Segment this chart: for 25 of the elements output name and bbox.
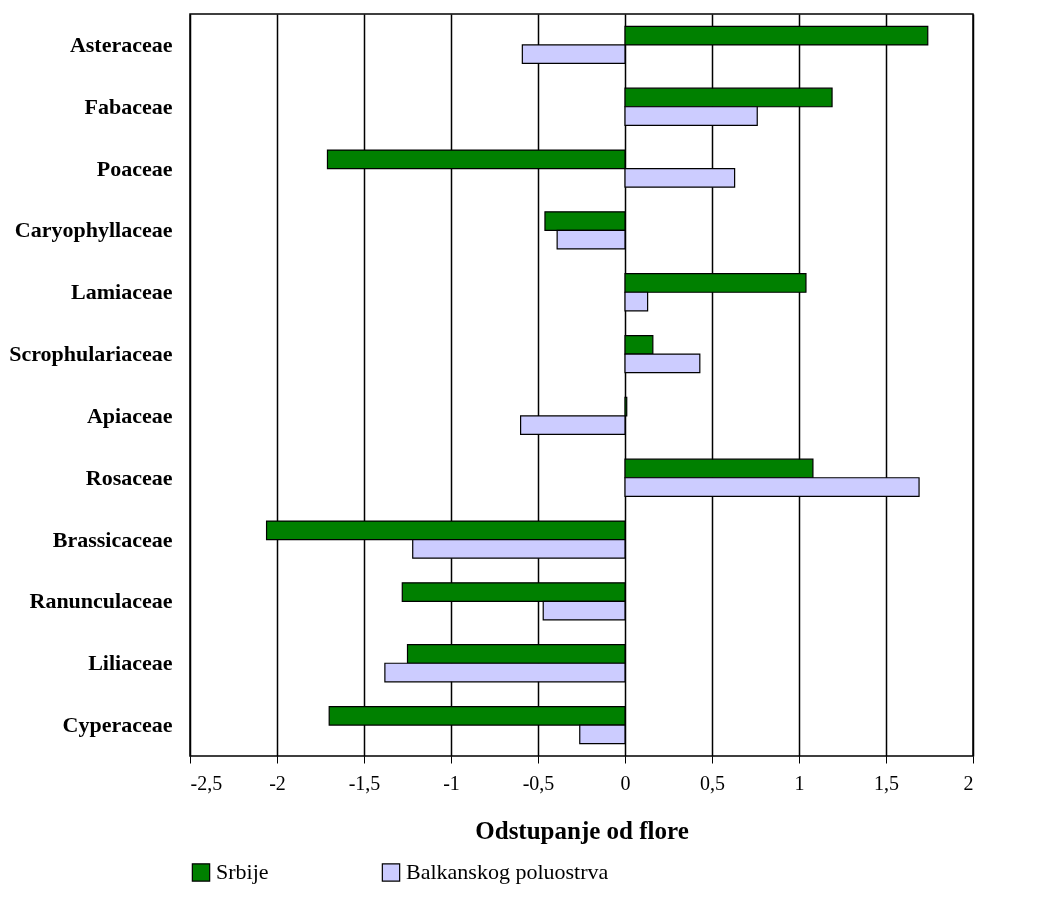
y-tick-label: Lamiaceae xyxy=(71,279,173,305)
x-tick-label: -2,5 xyxy=(190,771,223,794)
y-tick-label: Caryophyllaceae xyxy=(14,217,173,243)
x-axis-title: Odstupanje od flore xyxy=(475,816,689,844)
y-tick-label: Scrophulariaceae xyxy=(9,341,173,367)
x-tick-label: -2 xyxy=(269,771,286,794)
x-tick-label: -0,5 xyxy=(522,771,555,794)
y-tick-label: Asteraceae xyxy=(69,31,173,57)
x-tick-label: -1 xyxy=(443,771,460,794)
x-tick-label: 1,5 xyxy=(874,771,899,794)
x-tick-label: 0,5 xyxy=(700,771,725,794)
x-tick-label: 0 xyxy=(620,771,631,794)
legend-label: Srbije xyxy=(216,859,269,885)
y-tick-label: Liliaceae xyxy=(88,650,173,676)
y-tick-label: Fabaceae xyxy=(84,93,173,119)
legend-label: Balkanskog poluostrva xyxy=(406,859,609,885)
y-tick-label: Ranunculaceae xyxy=(29,588,173,614)
y-tick-label: Rosaceae xyxy=(85,464,173,490)
y-tick-label: Poaceae xyxy=(96,155,173,181)
x-tick-label: 2 xyxy=(963,771,974,794)
y-tick-label: Apiaceae xyxy=(86,402,173,428)
y-tick-label: Brassicaceae xyxy=(52,526,173,552)
y-tick-label: Cyperaceae xyxy=(62,712,173,738)
x-tick-label: 1 xyxy=(794,771,805,794)
x-tick-label: -1,5 xyxy=(348,771,381,794)
